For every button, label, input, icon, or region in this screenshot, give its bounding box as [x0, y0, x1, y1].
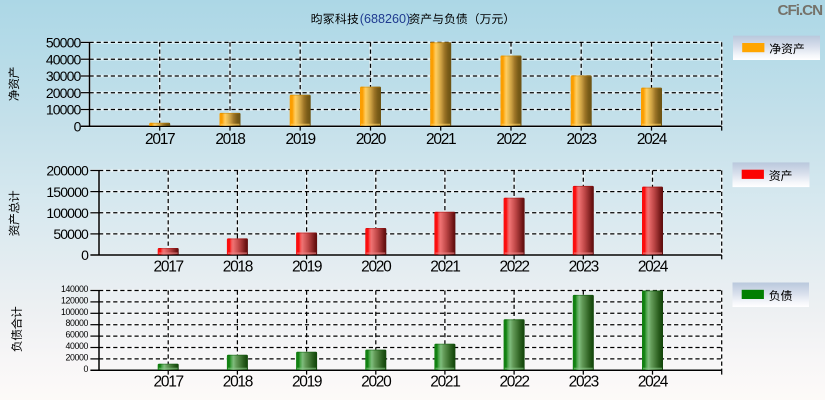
svg-text:2023: 2023: [569, 373, 599, 390]
svg-text:100000: 100000: [46, 205, 89, 221]
svg-text:2022: 2022: [499, 258, 529, 275]
svg-text:2024: 2024: [638, 258, 669, 275]
svg-text:2021: 2021: [430, 258, 460, 275]
svg-text:2024: 2024: [637, 131, 668, 148]
svg-text:20000: 20000: [66, 352, 89, 362]
svg-text:2020: 2020: [361, 373, 392, 390]
svg-text:2017: 2017: [154, 258, 184, 275]
svg-text:100000: 100000: [61, 307, 88, 317]
svg-text:2022: 2022: [499, 373, 529, 390]
svg-text:40000: 40000: [46, 51, 82, 67]
svg-text:2020: 2020: [361, 258, 392, 275]
svg-text:2023: 2023: [569, 258, 599, 275]
svg-text:2021: 2021: [430, 373, 460, 390]
svg-text:50000: 50000: [46, 35, 82, 51]
svg-text:120000: 120000: [61, 295, 88, 305]
svg-text:0: 0: [74, 119, 82, 135]
svg-text:2017: 2017: [154, 373, 184, 390]
svg-text:2019: 2019: [286, 131, 316, 148]
svg-text:2020: 2020: [356, 131, 387, 148]
svg-text:2019: 2019: [292, 258, 322, 275]
svg-text:2022: 2022: [496, 131, 526, 148]
svg-text:CFi.CN: CFi.CN: [778, 2, 823, 19]
svg-text:2023: 2023: [567, 131, 597, 148]
svg-text:0: 0: [81, 247, 89, 263]
svg-text:2019: 2019: [292, 373, 322, 390]
svg-text:10000: 10000: [46, 102, 82, 118]
svg-text:2018: 2018: [223, 373, 253, 390]
svg-text:60000: 60000: [66, 330, 89, 340]
svg-text:200000: 200000: [46, 163, 89, 179]
svg-text:2024: 2024: [638, 373, 669, 390]
svg-text:20000: 20000: [46, 85, 82, 101]
svg-text:0: 0: [84, 364, 89, 374]
svg-text:(688260): (688260): [360, 12, 410, 26]
svg-text:2017: 2017: [145, 131, 175, 148]
svg-text:2018: 2018: [215, 131, 245, 148]
svg-text:30000: 30000: [46, 68, 82, 84]
svg-text:50000: 50000: [53, 226, 89, 242]
svg-text:80000: 80000: [66, 318, 89, 328]
svg-text:150000: 150000: [46, 184, 89, 200]
svg-text:40000: 40000: [66, 341, 89, 351]
svg-text:2021: 2021: [426, 131, 456, 148]
svg-text:140000: 140000: [61, 284, 88, 294]
svg-text:2018: 2018: [223, 258, 253, 275]
